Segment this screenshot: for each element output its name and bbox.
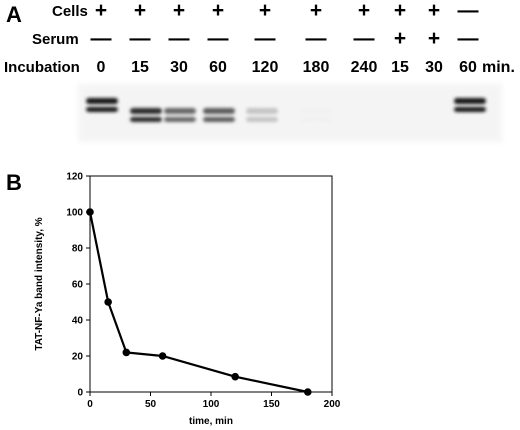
series-line xyxy=(88,211,309,394)
blot-band-4 xyxy=(246,108,278,122)
incubation-cell-2: 30 xyxy=(170,59,188,76)
y-tick-label: 0 xyxy=(77,388,83,399)
x-tick-label: 200 xyxy=(324,399,341,410)
cells-cell-3: + xyxy=(211,0,225,22)
cells-cell-1: + xyxy=(133,0,147,22)
serum-cell-8: + xyxy=(427,27,441,50)
incubation-cell-4: 120 xyxy=(251,59,279,76)
unit-label: min. xyxy=(482,59,515,76)
x-axis-label: time, min xyxy=(189,416,233,427)
cells-cell-6: + xyxy=(357,0,371,22)
row-label-incubation: Incubation xyxy=(4,59,80,76)
cells-cell-0: + xyxy=(94,0,108,22)
blot-band-0 xyxy=(86,98,118,112)
serum-cell-2: — xyxy=(168,27,190,50)
cells-cell-4: + xyxy=(258,0,272,22)
incubation-cell-7: 15 xyxy=(391,59,409,76)
data-point xyxy=(86,208,94,216)
serum-cell-7: + xyxy=(393,27,407,50)
serum-cell-4: — xyxy=(254,27,276,50)
incubation-cell-0: 0 xyxy=(96,59,106,76)
data-point xyxy=(104,298,112,306)
y-tick-label: 100 xyxy=(66,208,83,219)
blot-band-5 xyxy=(300,108,332,122)
serum-cell-0: — xyxy=(90,27,112,50)
panel-a-letter: A xyxy=(6,2,22,27)
incubation-cell-5: 180 xyxy=(302,59,330,76)
incubation-cell-8: 30 xyxy=(425,59,443,76)
x-tick-label: 50 xyxy=(145,399,157,410)
y-tick-label: 120 xyxy=(66,172,83,183)
x-tick-label: 0 xyxy=(87,399,93,410)
serum-cell-5: — xyxy=(305,27,327,50)
blot-band-1 xyxy=(130,108,162,122)
blot-band-3 xyxy=(203,108,235,122)
western-blot xyxy=(78,84,502,142)
cells-cell-7: + xyxy=(393,0,407,22)
incubation-cell-1: 15 xyxy=(131,59,149,76)
cells-cell-5: + xyxy=(309,0,323,22)
y-tick-label: 60 xyxy=(72,280,84,291)
data-point xyxy=(304,388,312,396)
x-tick-label: 100 xyxy=(203,399,220,410)
data-point xyxy=(231,372,239,381)
blot-band-9 xyxy=(454,98,486,112)
y-axis-label: TAT-NF-Ya band intensity, % xyxy=(34,217,45,350)
y-tick-label: 80 xyxy=(72,244,84,255)
serum-cell-9: — xyxy=(457,27,479,50)
serum-cell-6: — xyxy=(353,27,375,50)
incubation-cell-3: 60 xyxy=(209,59,227,76)
cells-cell-9: — xyxy=(457,0,479,22)
blot-band-2 xyxy=(164,108,196,122)
data-point xyxy=(122,348,131,357)
cells-cell-8: + xyxy=(427,0,441,22)
incubation-cell-6: 240 xyxy=(350,59,378,76)
y-tick-label: 20 xyxy=(72,352,84,363)
x-tick-label: 150 xyxy=(263,399,280,410)
plot-frame xyxy=(89,175,333,393)
serum-cell-1: — xyxy=(129,27,151,50)
row-label-cells: Cells xyxy=(52,3,88,20)
y-tick-label: 40 xyxy=(72,316,84,327)
serum-cell-3: — xyxy=(207,27,229,50)
cells-cell-2: + xyxy=(172,0,186,22)
row-label-serum: Serum xyxy=(32,31,79,48)
data-point xyxy=(158,352,167,360)
panel-b-letter: B xyxy=(6,170,22,195)
incubation-cell-9: 60 xyxy=(459,59,477,76)
